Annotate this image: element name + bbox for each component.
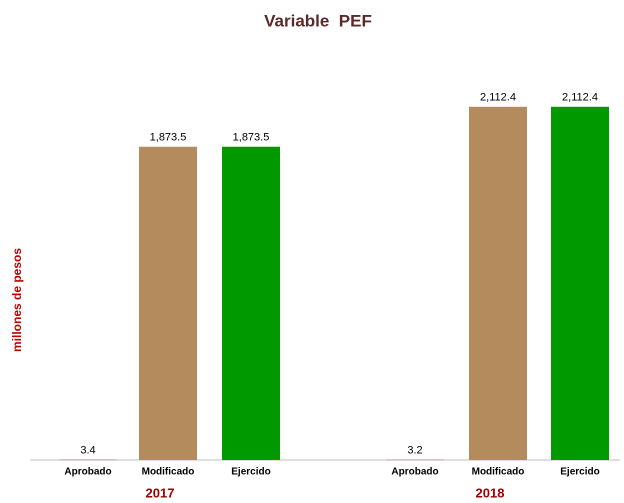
bar bbox=[469, 106, 527, 461]
bar bbox=[551, 106, 609, 461]
category-label: Aprobado bbox=[391, 467, 438, 478]
value-label: 1,873.5 bbox=[233, 132, 270, 144]
category-label: Ejercido bbox=[231, 467, 270, 478]
value-label: 3.2 bbox=[407, 444, 422, 456]
category-label: Modificado bbox=[472, 467, 525, 478]
value-label: 2,112.4 bbox=[480, 92, 516, 104]
category-label: Ejercido bbox=[560, 467, 599, 478]
category-label: Modificado bbox=[142, 467, 195, 478]
value-label: 1,873.5 bbox=[150, 132, 187, 144]
bar bbox=[139, 146, 197, 460]
bar bbox=[222, 146, 280, 460]
group-label: 2017 bbox=[146, 485, 175, 500]
category-label: Aprobado bbox=[64, 467, 111, 478]
value-label: 3.4 bbox=[80, 444, 95, 456]
chart-title: Variable PEF bbox=[264, 11, 372, 30]
value-label: 2,112.4 bbox=[562, 92, 598, 104]
bar bbox=[59, 459, 117, 461]
y-axis-label: millones de pesos bbox=[10, 248, 24, 352]
bar bbox=[386, 459, 444, 461]
group-label: 2018 bbox=[476, 485, 505, 500]
